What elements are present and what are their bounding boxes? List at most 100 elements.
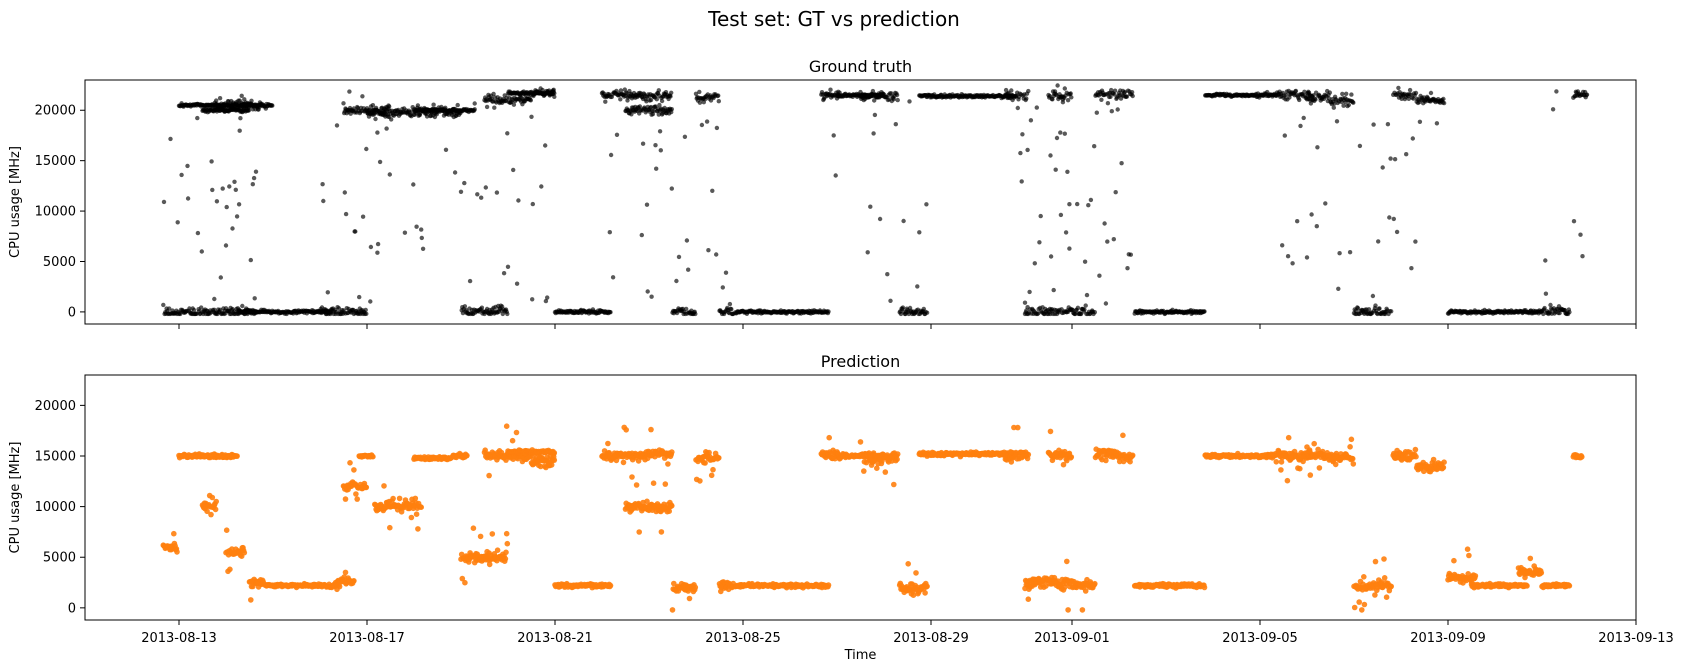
data-point [668,94,673,99]
data-point [239,93,244,99]
data-point [826,434,832,441]
data-point [1377,306,1382,311]
data-point [1062,86,1068,91]
data-point [532,451,538,457]
data-point [377,159,383,165]
data-point [1025,147,1030,153]
data-point [702,460,708,466]
data-point [1434,121,1440,126]
data-point [1111,237,1117,242]
data-point [334,123,340,128]
data-point [212,506,219,513]
data-point [654,166,659,171]
data-point [501,271,507,276]
data-point [1584,92,1590,97]
data-point [223,243,229,248]
data-point [351,578,357,584]
data-point [472,101,477,106]
data-point [458,189,464,194]
data-point [1407,87,1413,93]
data-point [623,427,629,433]
data-point [1297,97,1302,103]
data-point [644,99,649,104]
data-point [411,182,416,187]
data-point [684,306,689,312]
data-point [1129,90,1135,95]
data-point [234,214,240,219]
data-point [494,190,500,195]
data-point [924,202,929,207]
data-point [387,524,393,531]
data-point [1389,309,1394,314]
data-point [221,104,227,110]
data-point [1128,252,1134,257]
data-point [477,533,484,540]
data-point [551,457,558,463]
data-point [347,460,353,466]
data-point [607,230,612,235]
data-point [1391,216,1397,222]
data-point [654,97,659,102]
data-point [665,461,671,467]
data-point [470,525,477,531]
data-point [1082,307,1087,312]
data-point [235,105,240,110]
data-point [1108,94,1113,100]
data-point [231,106,236,112]
data-point [1084,292,1090,298]
data-point [472,107,477,112]
data-point [419,235,424,241]
y-tick-label: 0 [68,305,76,320]
data-point [1413,239,1418,244]
data-point [483,185,488,190]
data-point [706,449,712,456]
data-point [1058,212,1064,218]
data-point [199,249,204,254]
data-point [608,310,613,315]
data-point [1025,596,1032,602]
data-point [1092,580,1098,587]
data-point [459,575,466,582]
data-point [413,511,420,517]
data-point [669,186,674,191]
data-point [1567,309,1572,315]
data-point [325,290,330,295]
data-point [1105,101,1111,106]
axes-frame [84,79,1637,325]
data-point [1038,213,1043,219]
data-point [826,309,831,314]
data-point [1385,122,1391,127]
figure-title: Test set: GT vs prediction [707,7,960,31]
data-point [191,307,197,313]
data-point [1543,258,1548,263]
data-point [1314,224,1320,229]
data-point [1336,286,1341,291]
data-point [223,527,230,533]
data-point [825,582,832,588]
data-point [475,192,480,197]
data-point [915,284,920,289]
data-point [1202,309,1207,314]
data-point [511,102,517,107]
data-point [889,91,894,96]
data-point [1295,219,1300,224]
data-point [1109,109,1115,114]
data-point [699,122,705,128]
data-point [258,101,263,107]
data-point [375,130,380,135]
data-point [645,289,650,294]
data-point [452,170,458,175]
data-point [360,94,365,99]
data-point [1280,243,1285,248]
data-point [363,307,368,313]
data-point [1009,88,1014,93]
data-point [608,152,614,158]
data-point [633,482,640,488]
data-point [865,250,870,255]
data-point [1022,300,1028,305]
data-point [666,508,672,514]
data-point [1392,157,1398,162]
data-point [888,298,893,303]
